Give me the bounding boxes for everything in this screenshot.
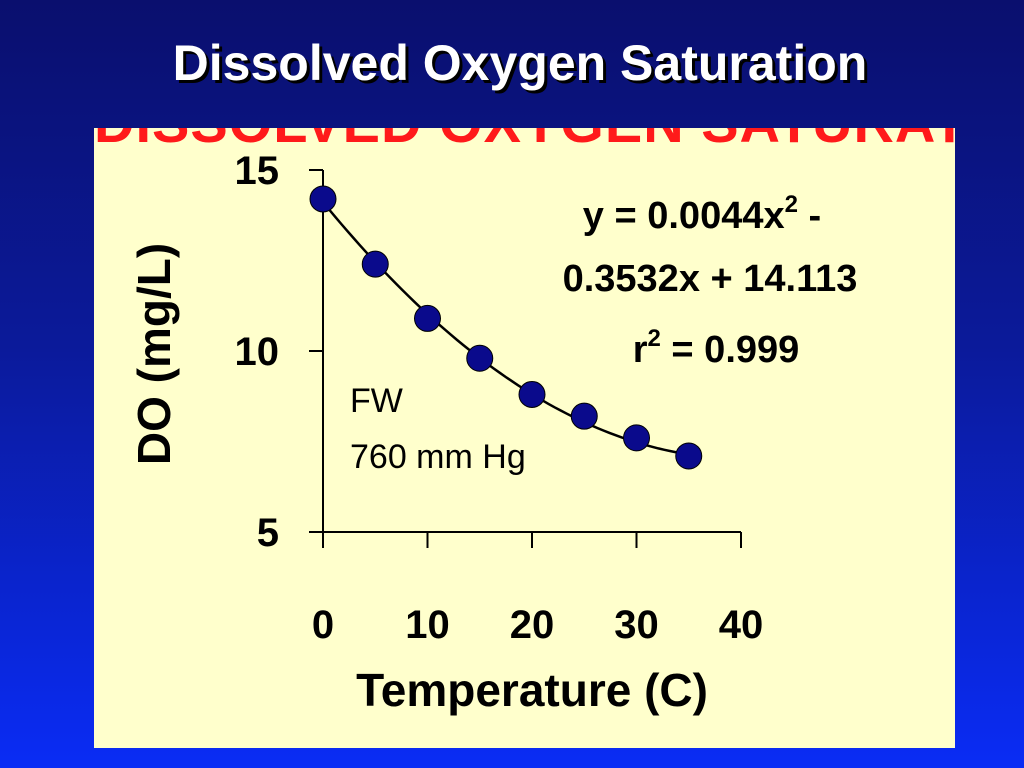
data-point [570, 402, 598, 430]
x-axis-label: Temperature (C) [356, 664, 708, 716]
x-tick-label: 40 [719, 603, 764, 647]
equation-tail: - [798, 195, 821, 237]
data-point [309, 185, 337, 213]
x-tick-label: 30 [614, 603, 659, 647]
y-tick-label: 5 [257, 511, 279, 555]
y-tick-label: 15 [235, 149, 280, 193]
r-squared-main: r [633, 329, 648, 371]
data-point [466, 344, 494, 372]
y-axis-label: DO (mg/L) [128, 243, 180, 465]
tick-labels: 5 10 15 0 10 20 30 40 [235, 149, 764, 647]
x-tick-label: 0 [312, 603, 334, 647]
data-point [518, 380, 546, 408]
overlapping-red-title: DISSOLVED OXYGEN SATURATION [94, 128, 955, 155]
annotation-pressure: 760 mm Hg [350, 438, 526, 476]
slide-title: Dissolved Oxygen Saturation [172, 35, 868, 91]
r-squared-tail: = 0.999 [661, 329, 799, 371]
annotation-fw: FW [350, 382, 403, 420]
data-point [623, 424, 650, 452]
x-tick-label: 10 [405, 603, 450, 647]
axes [309, 169, 742, 548]
y-tick-label: 10 [235, 330, 280, 374]
equation-exponent: 2 [785, 191, 798, 218]
data-point [414, 304, 441, 332]
chart-panel: DISSOLVED OXYGEN SATURATION 5 10 15 0 10 20 30… [94, 128, 955, 748]
r-squared: r2 = 0.999 [633, 325, 800, 371]
x-tick-label: 20 [510, 603, 555, 647]
equation-main: y = 0.0044x [583, 195, 785, 237]
data-point [361, 250, 389, 278]
trend-equation-line1: y = 0.0044x2 - [583, 191, 821, 237]
scatter-chart: 5 10 15 0 10 20 30 40 DO (mg/L) Temperature (C)… [128, 149, 858, 716]
r-squared-exponent: 2 [648, 325, 661, 352]
data-point [675, 442, 703, 470]
data-points [309, 185, 703, 470]
trend-equation-line2: 0.3532x + 14.113 [563, 258, 858, 300]
